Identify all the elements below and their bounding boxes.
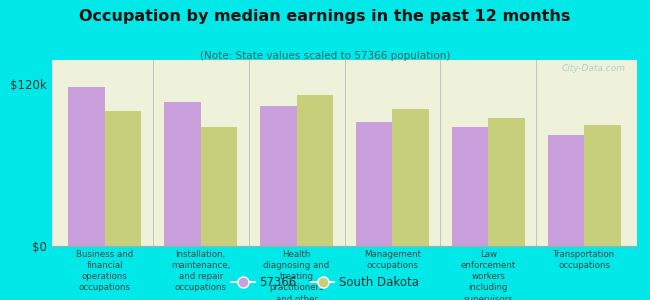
Bar xyxy=(164,102,201,246)
Bar xyxy=(296,95,333,246)
Bar xyxy=(105,111,141,246)
Bar xyxy=(584,125,621,246)
Bar xyxy=(393,109,429,246)
Text: Occupation by median earnings in the past 12 months: Occupation by median earnings in the pas… xyxy=(79,9,571,24)
Bar xyxy=(260,106,296,246)
Legend: 57366, South Dakota: 57366, South Dakota xyxy=(226,272,424,294)
Text: (Note: State values scaled to 57366 population): (Note: State values scaled to 57366 popu… xyxy=(200,51,450,61)
Bar xyxy=(488,118,525,246)
Bar xyxy=(356,122,393,246)
Bar xyxy=(201,128,237,246)
Bar xyxy=(68,87,105,246)
Bar xyxy=(452,128,488,246)
Text: City-Data.com: City-Data.com xyxy=(562,64,625,73)
Bar xyxy=(548,136,584,246)
